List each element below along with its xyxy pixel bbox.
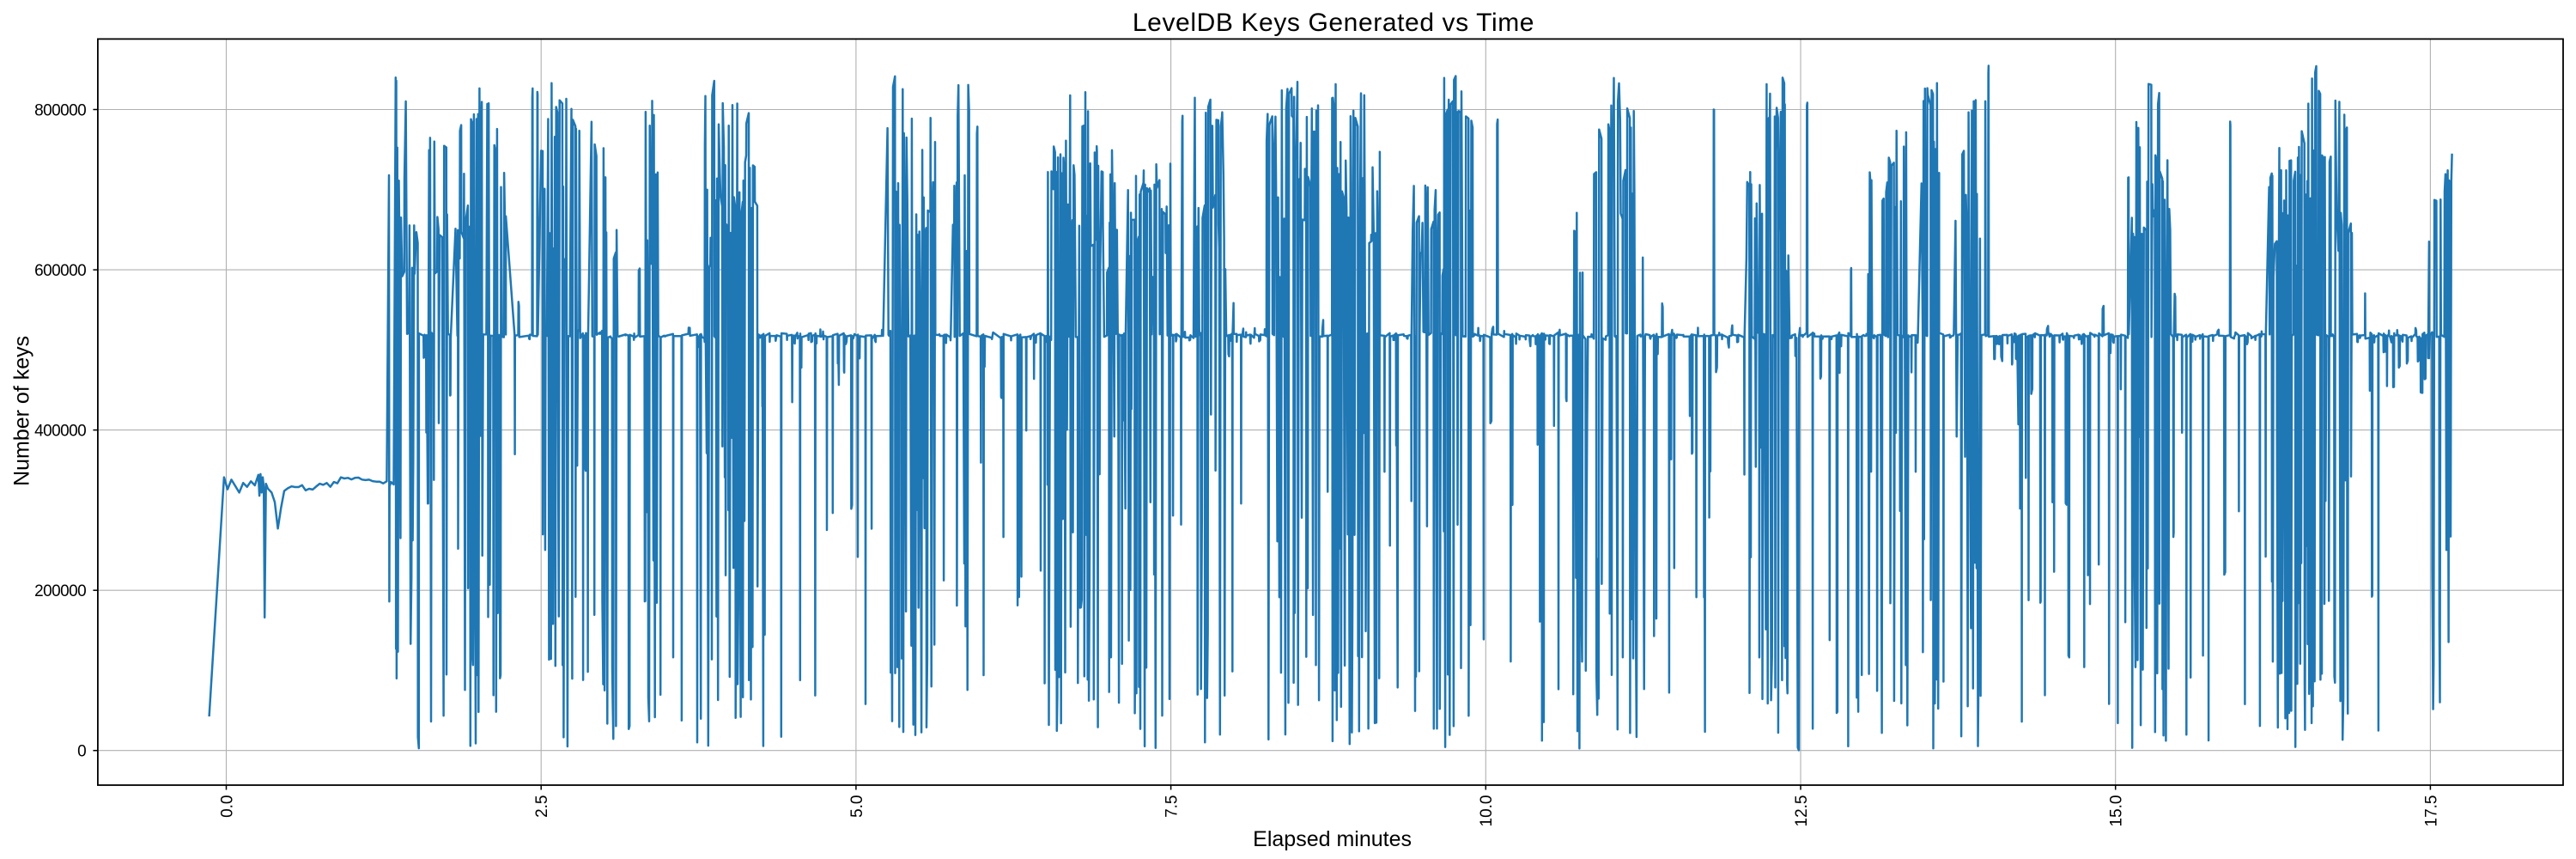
svg-text:Number of keys: Number of keys — [10, 336, 34, 486]
svg-text:800000: 800000 — [34, 101, 86, 119]
svg-text:10.0: 10.0 — [1478, 795, 1496, 827]
svg-text:600000: 600000 — [34, 262, 86, 280]
svg-text:15.0: 15.0 — [2108, 795, 2126, 827]
svg-text:200000: 200000 — [34, 582, 86, 600]
svg-text:0.0: 0.0 — [218, 795, 236, 818]
svg-text:12.5: 12.5 — [1793, 795, 1811, 827]
svg-text:7.5: 7.5 — [1163, 795, 1182, 818]
svg-text:Elapsed minutes: Elapsed minutes — [1253, 827, 1412, 851]
svg-text:0: 0 — [77, 743, 86, 761]
svg-text:5.0: 5.0 — [848, 795, 866, 818]
svg-text:LevelDB Keys Generated vs Time: LevelDB Keys Generated vs Time — [1133, 9, 1534, 37]
svg-text:400000: 400000 — [34, 423, 86, 441]
svg-text:2.5: 2.5 — [533, 795, 551, 818]
svg-text:17.5: 17.5 — [2422, 795, 2440, 827]
